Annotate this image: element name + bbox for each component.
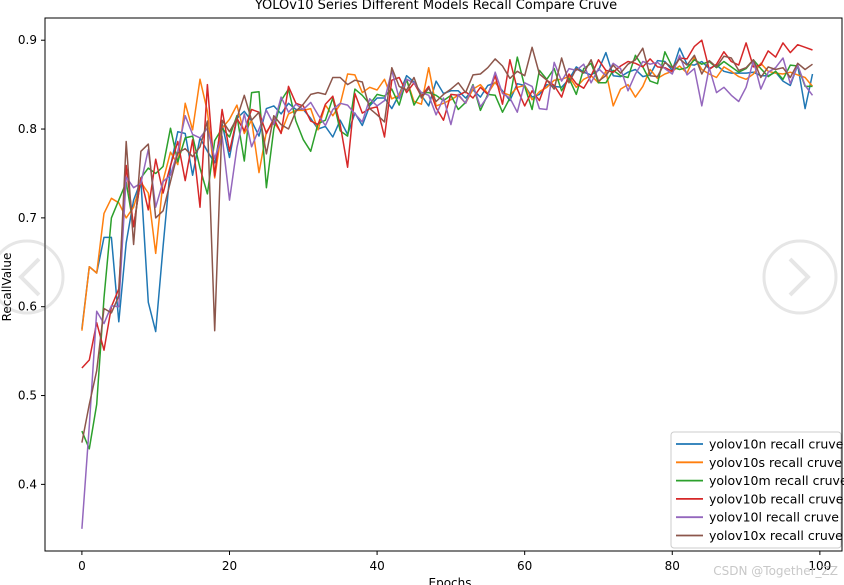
chart-title: YOLOv10 Series Different Models Recall C… xyxy=(254,0,617,13)
series-line-yolov10x xyxy=(81,46,813,443)
chevron-left-icon[interactable] xyxy=(0,239,65,315)
series-line-yolov10m xyxy=(81,51,813,450)
plot-frame xyxy=(44,17,843,552)
legend-entry: yolov10b recall cruve xyxy=(709,491,844,506)
y-tick-label: 0.8 xyxy=(18,122,37,136)
series-line-yolov10n xyxy=(81,47,814,333)
x-tick-label: 80 xyxy=(665,559,680,573)
series-line-yolov10b xyxy=(81,39,813,369)
x-tick-label: 40 xyxy=(369,559,384,573)
legend-entry: yolov10m recall cruve xyxy=(709,473,844,488)
legend-entry: yolov10x recall cruve xyxy=(709,528,843,543)
x-tick-label: 100 xyxy=(808,559,831,573)
y-tick-label: 0.7 xyxy=(18,211,37,225)
legend: yolov10n recall cruve yolov10s recall cru… xyxy=(670,431,844,549)
x-tick-label: 20 xyxy=(222,559,237,573)
y-tick-label: 0.5 xyxy=(18,389,37,403)
y-axis-label: RecallValue xyxy=(0,253,14,322)
y-tick-label: 0.4 xyxy=(18,477,37,491)
axis-ticks: 0 20 40 60 80 100 0.4 0.5 0.6 0.7 0.8 0.9 xyxy=(18,33,831,573)
chevron-right-icon[interactable] xyxy=(762,239,838,315)
series-line-yolov10s xyxy=(81,56,814,331)
y-tick-label: 0.9 xyxy=(18,33,37,47)
watermark: CSDN @Together_ZZ xyxy=(713,564,838,578)
x-tick-label: 60 xyxy=(517,559,532,573)
legend-entry: yolov10n recall cruve xyxy=(709,437,844,452)
legend-box xyxy=(670,431,842,549)
y-tick-label: 0.6 xyxy=(18,300,37,314)
x-tick-label: 0 xyxy=(78,559,86,573)
series-lines xyxy=(81,39,814,529)
legend-entry: yolov10s recall cruve xyxy=(709,455,842,470)
legend-entry: yolov10l recall cruve xyxy=(709,510,839,525)
x-axis-label: Epochs xyxy=(429,576,472,585)
